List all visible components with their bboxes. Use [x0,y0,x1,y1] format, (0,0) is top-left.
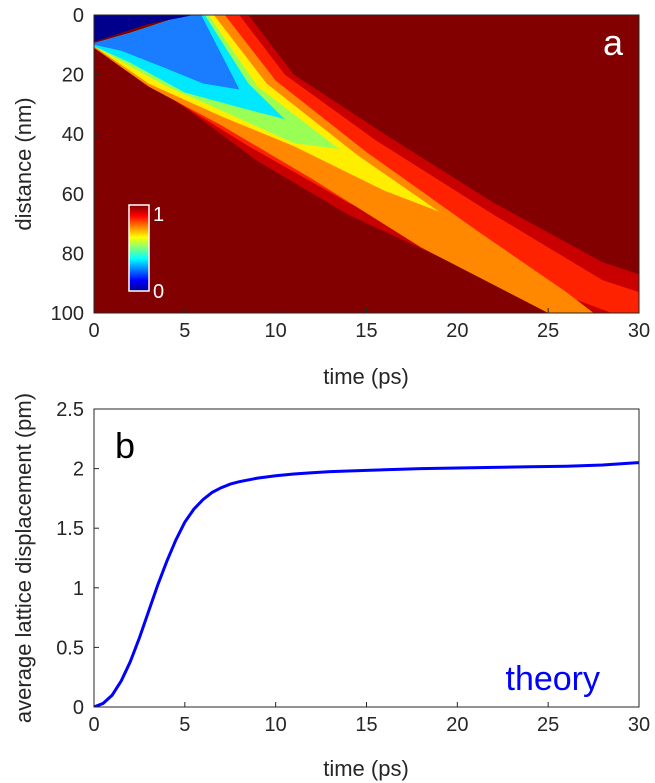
colorbar [128,204,150,292]
axes-background-b [94,409,639,707]
y-tick-label-b-4: 2 [73,459,84,481]
x-axis-label-a: time (ps) [323,364,409,389]
x-tick-label-b-6: 30 [628,714,650,736]
panel-b: 0 5 10 15 20 25 30 0 0.5 1 1.5 2 2.5 b theory time (… [11,393,650,781]
y-tick-label-a-1: 20 [62,65,84,87]
x-axis-label-b: time (ps) [323,756,409,781]
y-tick-label-b-3: 1.5 [56,518,84,540]
panel-a-label: a [603,22,624,63]
y-tick-label-a-4: 80 [62,243,84,265]
x-tick-label-a-1: 5 [179,320,190,342]
y-axis-label-a: distance (nm) [11,97,36,230]
series-line-theory [94,461,639,707]
axis-ticks-b: 0 5 10 15 20 25 30 0 0.5 1 1.5 2 2.5 [56,399,650,736]
x-tick-label-b-3: 15 [355,714,377,736]
colorbar-min-label: 0 [153,281,164,303]
x-tick-label-a-0: 0 [88,320,99,342]
x-tick-label-b-2: 10 [265,714,287,736]
y-tick-label-b-1: 0.5 [56,637,84,659]
x-tick-label-b-1: 5 [179,714,190,736]
x-tick-label-b-4: 20 [446,714,468,736]
x-tick-label-a-6: 30 [628,320,650,342]
panel-b-label: b [115,425,135,466]
y-axis-label-b: average lattice displacement (pm) [11,393,36,723]
x-tick-label-a-4: 20 [446,320,468,342]
heatmap-band-7 [94,15,240,90]
x-tick-label-a-2: 10 [265,320,287,342]
theory-annotation: theory [506,660,601,698]
y-tick-label-b-0: 0 [73,697,84,719]
x-tick-label-b-0: 0 [88,714,99,736]
x-tick-label-b-5: 25 [537,714,559,736]
colorbar-max-label: 1 [153,204,164,226]
x-tick-label-a-3: 15 [355,320,377,342]
y-tick-label-b-2: 1 [73,578,84,600]
y-tick-label-a-0: 0 [73,5,84,27]
heatmap [94,15,639,313]
y-tick-label-a-3: 60 [62,184,84,206]
y-tick-label-b-5: 2.5 [56,399,84,421]
x-tick-label-a-5: 25 [537,320,559,342]
y-tick-label-a-5: 100 [51,303,84,325]
heatmap-depleted-region [94,15,194,42]
y-tick-label-a-2: 40 [62,124,84,146]
